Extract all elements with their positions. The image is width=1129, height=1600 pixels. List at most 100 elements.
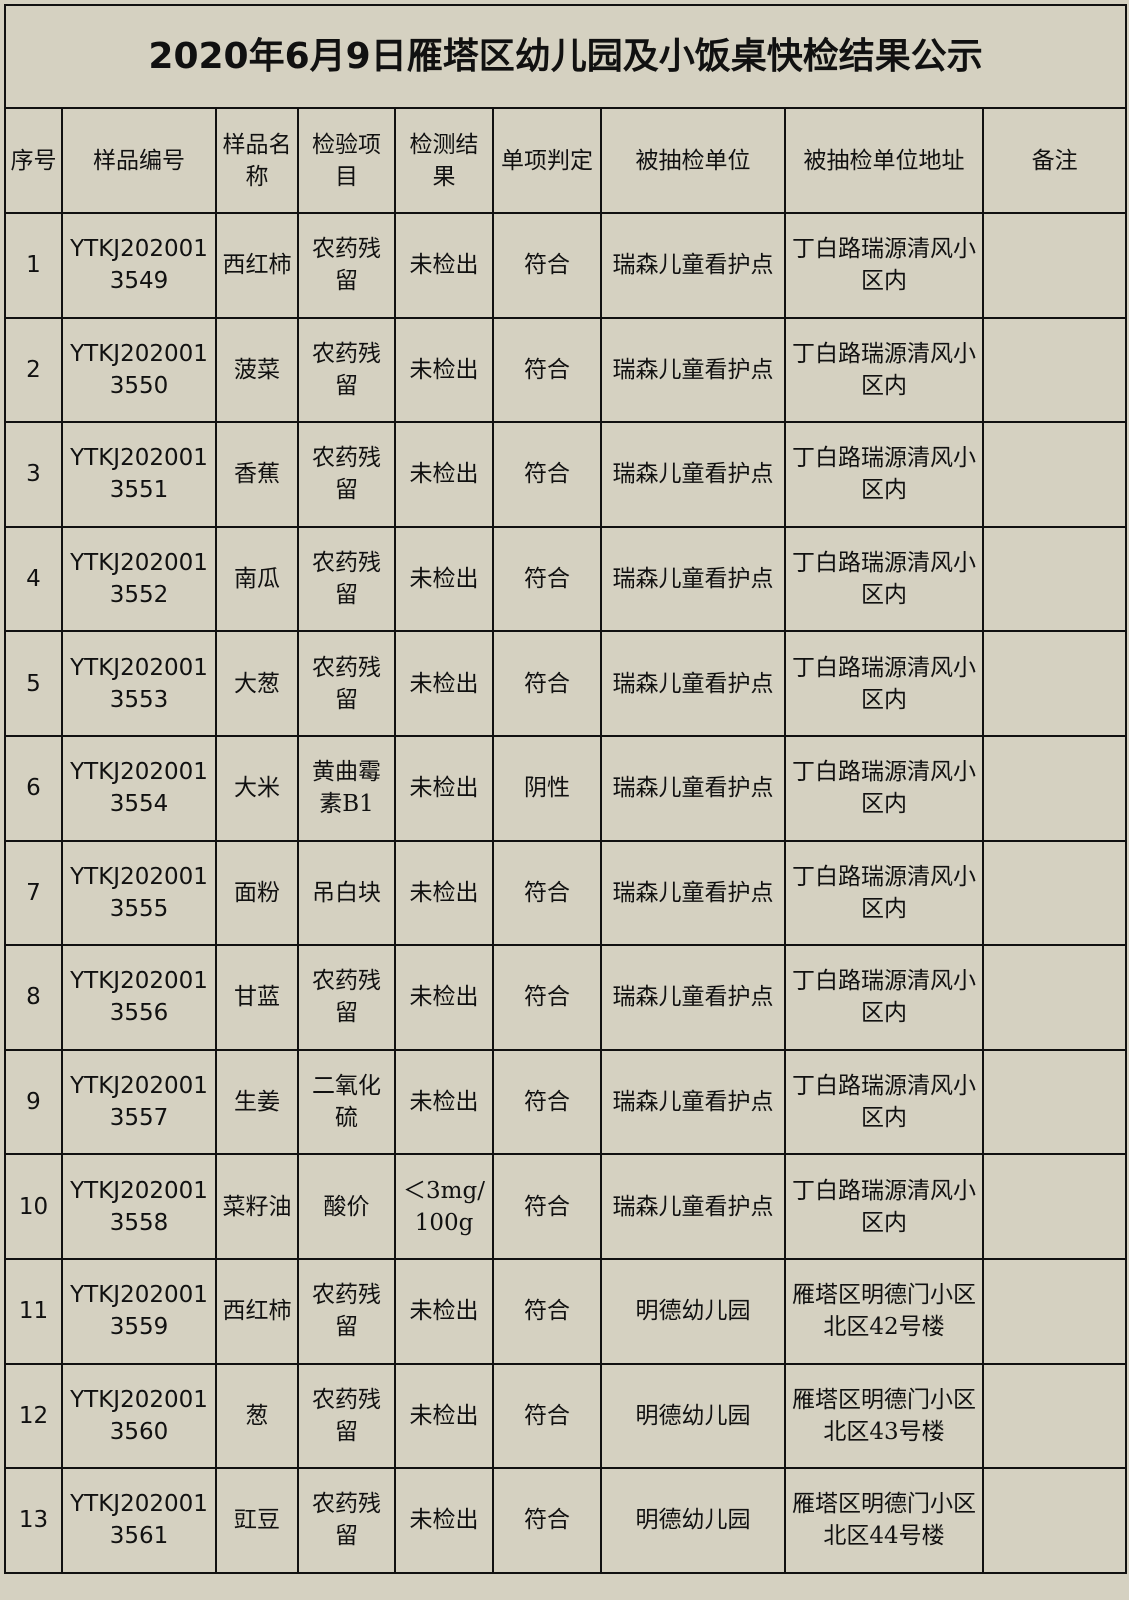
cell-no: 12 xyxy=(4,1362,63,1470)
cell-no: 10 xyxy=(4,1153,63,1260)
header-code: 样品编号 xyxy=(61,107,217,214)
cell-code: YTKJ2020013559 xyxy=(61,1257,217,1365)
cell-code: YTKJ2020013557 xyxy=(61,1048,217,1156)
cell-code: YTKJ2020013553 xyxy=(61,630,217,737)
cell-result: 未检出 xyxy=(394,944,494,1051)
cell-addr: 丁白路瑞源清风小区内 xyxy=(784,316,984,424)
cell-judge: 符合 xyxy=(492,1153,602,1260)
cell-unit: 瑞森儿童看护点 xyxy=(600,630,786,737)
cell-note xyxy=(981,944,1128,1051)
cell-unit: 明德幼儿园 xyxy=(600,1362,786,1470)
cell-note xyxy=(981,1257,1128,1365)
cell-code: YTKJ2020013551 xyxy=(61,421,217,528)
table-row: 2 YTKJ2020013550 菠菜 农药残留 未检出 符合 瑞森儿童看护点 丁白路瑞源清风… xyxy=(4,316,1128,424)
cell-note xyxy=(981,525,1128,633)
cell-result: 未检出 xyxy=(394,316,494,424)
cell-judge: 符合 xyxy=(492,1048,602,1156)
table-row: 4 YTKJ2020013552 南瓜 农药残留 未检出 符合 瑞森儿童看护点 丁白路瑞源清风… xyxy=(4,525,1128,633)
cell-unit: 明德幼儿园 xyxy=(600,1467,786,1574)
cell-result: 未检出 xyxy=(394,630,494,737)
cell-unit: 瑞森儿童看护点 xyxy=(600,944,786,1051)
cell-item: 二氧化硫 xyxy=(297,1048,396,1156)
cell-name: 葱 xyxy=(215,1362,299,1470)
cell-addr: 雁塔区明德门小区北区44号楼 xyxy=(784,1467,984,1574)
results-table: 2020年6月9日雁塔区幼儿园及小饭桌快检结果公示 序号 样品编号 样品名称 检… xyxy=(3,4,1128,1574)
cell-addr: 丁白路瑞源清风小区内 xyxy=(784,525,984,633)
cell-note xyxy=(981,1362,1128,1470)
cell-unit: 瑞森儿童看护点 xyxy=(600,212,786,319)
cell-note xyxy=(981,839,1128,947)
cell-addr: 雁塔区明德门小区北区42号楼 xyxy=(784,1257,984,1365)
cell-note xyxy=(981,1048,1128,1156)
cell-unit: 瑞森儿童看护点 xyxy=(600,421,786,528)
cell-addr: 丁白路瑞源清风小区内 xyxy=(784,944,984,1051)
cell-name: 菜籽油 xyxy=(215,1153,299,1260)
cell-code: YTKJ2020013556 xyxy=(61,944,217,1051)
cell-unit: 瑞森儿童看护点 xyxy=(600,1048,786,1156)
cell-judge: 符合 xyxy=(492,212,602,319)
cell-no: 9 xyxy=(4,1048,63,1156)
cell-item: 黄曲霉素B1 xyxy=(297,734,396,842)
cell-code: YTKJ2020013552 xyxy=(61,525,217,633)
cell-code: YTKJ2020013561 xyxy=(61,1467,217,1574)
cell-unit: 明德幼儿园 xyxy=(600,1257,786,1365)
cell-unit: 瑞森儿童看护点 xyxy=(600,839,786,947)
cell-result: 未检出 xyxy=(394,734,494,842)
table-row: 6 YTKJ2020013554 大米 黄曲霉素B1 未检出 阴性 瑞森儿童看护点 丁白路瑞源… xyxy=(4,734,1128,842)
cell-judge: 符合 xyxy=(492,1257,602,1365)
table-row: 7 YTKJ2020013555 面粉 吊白块 未检出 符合 瑞森儿童看护点 丁白路瑞源清风小… xyxy=(4,839,1128,947)
table-row: 1 YTKJ2020013549 西红柿 农药残留 未检出 符合 瑞森儿童看护点 丁白路瑞源清… xyxy=(4,212,1128,319)
cell-item: 酸价 xyxy=(297,1153,396,1260)
cell-unit: 瑞森儿童看护点 xyxy=(600,1153,786,1260)
cell-no: 3 xyxy=(4,421,63,528)
table-row: 9 YTKJ2020013557 生姜 二氧化硫 未检出 符合 瑞森儿童看护点 丁白路瑞源清风… xyxy=(4,1048,1128,1156)
cell-no: 13 xyxy=(4,1467,63,1574)
cell-no: 1 xyxy=(4,212,63,319)
header-row: 序号 样品编号 样品名称 检验项目 检测结果 单项判定 被抽检单位 被抽检单位地… xyxy=(4,107,1128,214)
cell-note xyxy=(981,1467,1128,1574)
cell-name: 甘蓝 xyxy=(215,944,299,1051)
cell-code: YTKJ2020013554 xyxy=(61,734,217,842)
cell-item: 农药残留 xyxy=(297,1467,396,1574)
cell-name: 生姜 xyxy=(215,1048,299,1156)
cell-judge: 符合 xyxy=(492,944,602,1051)
cell-item: 农药残留 xyxy=(297,212,396,319)
cell-code: YTKJ2020013558 xyxy=(61,1153,217,1260)
cell-code: YTKJ2020013550 xyxy=(61,316,217,424)
cell-item: 农药残留 xyxy=(297,630,396,737)
cell-addr: 丁白路瑞源清风小区内 xyxy=(784,1153,984,1260)
cell-note xyxy=(981,316,1128,424)
cell-result: 未检出 xyxy=(394,839,494,947)
cell-addr: 丁白路瑞源清风小区内 xyxy=(784,839,984,947)
cell-item: 农药残留 xyxy=(297,525,396,633)
cell-note xyxy=(981,421,1128,528)
table-row: 10 YTKJ2020013558 菜籽油 酸价 ＜3mg/100g 符合 瑞森儿童看护点丁… xyxy=(4,1153,1128,1260)
cell-name: 西红柿 xyxy=(215,1257,299,1365)
cell-no: 7 xyxy=(4,839,63,947)
cell-item: 农药残留 xyxy=(297,421,396,528)
cell-note xyxy=(981,630,1128,737)
cell-judge: 符合 xyxy=(492,839,602,947)
cell-unit: 瑞森儿童看护点 xyxy=(600,525,786,633)
cell-item: 农药残留 xyxy=(297,944,396,1051)
header-address: 被抽检单位地址 xyxy=(784,107,984,214)
cell-addr: 丁白路瑞源清风小区内 xyxy=(784,1048,984,1156)
cell-no: 6 xyxy=(4,734,63,842)
cell-addr: 丁白路瑞源清风小区内 xyxy=(784,212,984,319)
table-row: 8 YTKJ2020013556 甘蓝 农药残留 未检出 符合 瑞森儿童看护点 丁白路瑞源清风… xyxy=(4,944,1128,1051)
cell-no: 11 xyxy=(4,1257,63,1365)
cell-judge: 阴性 xyxy=(492,734,602,842)
cell-no: 5 xyxy=(4,630,63,737)
cell-unit: 瑞森儿童看护点 xyxy=(600,316,786,424)
table-row: 13 YTKJ2020013561 豇豆 农药残留 未检出 符合 明德幼儿园 雁塔区明德门小区… xyxy=(4,1467,1128,1574)
table-row: 5 YTKJ2020013553 大葱 农药残留 未检出 符合 瑞森儿童看护点 丁白路瑞源清风… xyxy=(4,630,1128,737)
header-name: 样品名称 xyxy=(215,107,299,214)
cell-unit: 瑞森儿童看护点 xyxy=(600,734,786,842)
cell-name: 大米 xyxy=(215,734,299,842)
cell-note xyxy=(981,1153,1128,1260)
cell-addr: 丁白路瑞源清风小区内 xyxy=(784,734,984,842)
cell-code: YTKJ2020013555 xyxy=(61,839,217,947)
cell-no: 8 xyxy=(4,944,63,1051)
cell-item: 农药残留 xyxy=(297,1257,396,1365)
cell-result: 未检出 xyxy=(394,421,494,528)
